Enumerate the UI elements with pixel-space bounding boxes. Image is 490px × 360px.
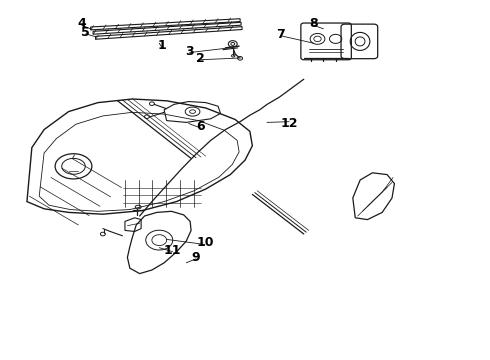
- Text: 3: 3: [185, 45, 194, 58]
- Text: 1: 1: [157, 39, 166, 52]
- Text: 8: 8: [309, 17, 318, 30]
- Text: 10: 10: [196, 237, 214, 249]
- Text: 5: 5: [81, 26, 90, 39]
- Text: 6: 6: [196, 120, 205, 133]
- Text: 12: 12: [280, 117, 298, 130]
- Text: 11: 11: [164, 244, 181, 257]
- Text: 4: 4: [77, 17, 86, 30]
- Text: 7: 7: [276, 28, 285, 41]
- Text: 9: 9: [192, 251, 200, 264]
- Text: 2: 2: [196, 52, 204, 65]
